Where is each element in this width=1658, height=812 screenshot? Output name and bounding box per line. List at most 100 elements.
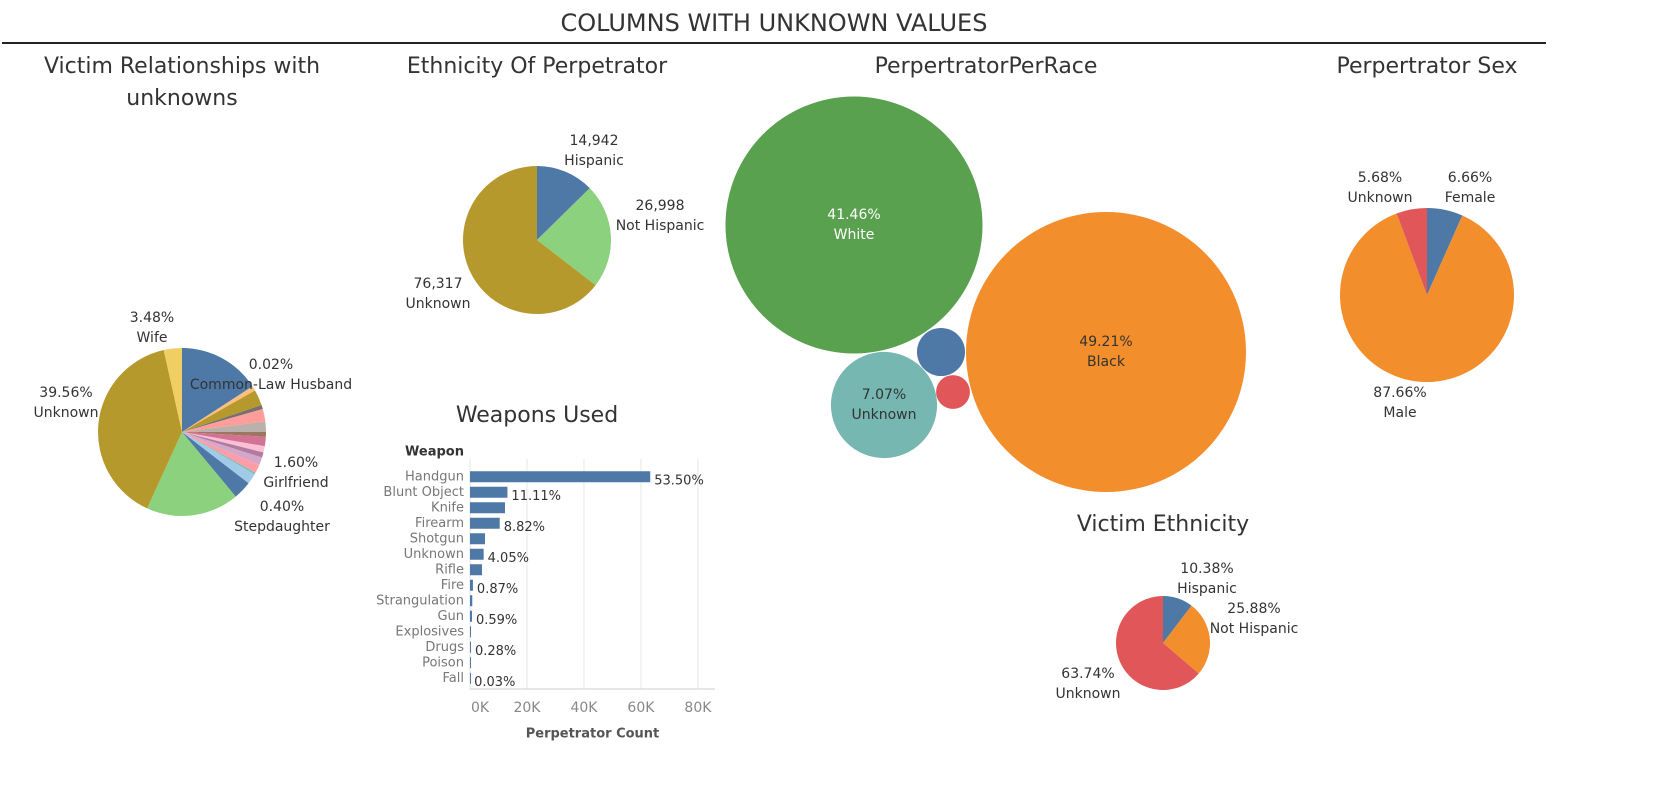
- pie-slice: [1116, 596, 1199, 690]
- pie-slice: [1163, 596, 1192, 643]
- category-label: Wife: [137, 330, 168, 346]
- category-label: Not Hispanic: [616, 218, 705, 234]
- data-label: 5.68%: [1358, 170, 1402, 186]
- data-label: 11.11%: [511, 489, 561, 504]
- bar: [470, 548, 484, 560]
- x-tick-label: 40K: [570, 700, 598, 716]
- data-label: 49.21%: [1079, 334, 1132, 350]
- axis-header: Weapon: [405, 445, 464, 460]
- pie-slice: [182, 432, 249, 497]
- data-label: 26,998: [636, 198, 685, 214]
- category-label: Black: [1087, 354, 1126, 370]
- y-tick-label: Fall: [443, 671, 464, 686]
- chart-title: PerpertratorPerRace: [874, 54, 1098, 79]
- pie-slice: [1396, 208, 1427, 295]
- data-label: 6.66%: [1448, 170, 1492, 186]
- bar: [470, 471, 651, 483]
- pie-slice: [1163, 605, 1210, 674]
- data-label: 1.60%: [274, 455, 318, 471]
- bar: [470, 533, 485, 545]
- category-label: Female: [1445, 190, 1496, 206]
- pie-slice: [1427, 208, 1463, 295]
- pie-slice: [463, 166, 596, 314]
- data-label: 76,317: [414, 276, 463, 292]
- category-label: Unknown: [1056, 686, 1121, 702]
- data-label: 0.87%: [477, 582, 518, 597]
- chart-title: Victim Relationships with unknowns: [43, 54, 321, 111]
- data-label: 10.38%: [1180, 561, 1233, 577]
- pie-slice: [98, 350, 182, 509]
- bar: [470, 610, 472, 622]
- data-label: 0.59%: [476, 613, 517, 628]
- data-label: 53.50%: [654, 473, 704, 488]
- bubble: [966, 212, 1246, 492]
- pie-slice: [182, 390, 262, 432]
- y-tick-label: Fire: [441, 578, 464, 593]
- bar: [470, 486, 508, 498]
- pie-slice: [182, 421, 266, 433]
- x-axis-label: Perpetrator Count: [526, 727, 660, 742]
- category-label: Not Hispanic: [1210, 621, 1299, 637]
- pie-slice: [182, 432, 255, 484]
- pie-slice: [537, 166, 590, 240]
- pie-slice: [182, 432, 263, 466]
- category-label: Unknown: [852, 407, 917, 423]
- pie-slice: [182, 409, 266, 432]
- bubble: [916, 327, 966, 377]
- y-tick-label: Firearm: [415, 516, 464, 531]
- pie-slice: [182, 390, 256, 432]
- bubble: [725, 96, 983, 354]
- category-label: Unknown: [1348, 190, 1413, 206]
- category-label: Unknown: [34, 405, 99, 421]
- bar: [470, 517, 500, 529]
- bar: [470, 595, 473, 607]
- pie-slice: [537, 188, 611, 286]
- x-tick-label: 20K: [513, 700, 541, 716]
- pie-slice: [182, 432, 265, 453]
- category-label: Unknown: [406, 296, 471, 312]
- data-label: 41.46%: [827, 207, 880, 223]
- y-tick-label: Knife: [431, 500, 464, 515]
- category-label: White: [834, 227, 875, 243]
- y-tick-label: Drugs: [425, 640, 464, 655]
- data-label: 0.40%: [260, 499, 304, 515]
- y-tick-label: Gun: [437, 609, 464, 624]
- data-label: 4.05%: [488, 551, 529, 566]
- pie-slice: [182, 432, 256, 475]
- pie-slice: [1340, 213, 1514, 382]
- pie-slice: [182, 404, 263, 432]
- data-label: 87.66%: [1373, 385, 1426, 401]
- y-tick-label: Strangulation: [376, 593, 464, 608]
- y-tick-label: Unknown: [404, 547, 464, 562]
- pie-slice: [147, 432, 236, 517]
- dashboard-title: COLUMNS WITH UNKNOWN VALUES: [2, 4, 1546, 44]
- pie-slice: [182, 432, 266, 447]
- y-tick-label: Blunt Object: [383, 485, 464, 500]
- pie-slice: [182, 348, 253, 432]
- pie-slice: [182, 432, 264, 458]
- data-label: 0.03%: [474, 675, 515, 690]
- bar: [470, 579, 473, 591]
- x-tick-label: 0K: [471, 700, 490, 716]
- data-label: 39.56%: [39, 385, 92, 401]
- x-tick-label: 60K: [627, 700, 655, 716]
- bar: [470, 641, 471, 653]
- bubble: [830, 351, 938, 459]
- pie-slice: [182, 432, 266, 437]
- data-label: 0.28%: [475, 644, 516, 659]
- category-label: Girlfriend: [263, 475, 328, 491]
- bar: [470, 502, 505, 514]
- bar: [470, 672, 471, 684]
- data-label: 25.88%: [1227, 601, 1280, 617]
- data-label: 63.74%: [1061, 666, 1114, 682]
- data-label: 8.82%: [504, 520, 545, 535]
- bubble: [936, 375, 970, 409]
- chart-title: Perpertrator Sex: [1336, 54, 1518, 79]
- y-tick-label: Rifle: [435, 562, 464, 577]
- category-label: Common-Law Husband: [190, 377, 352, 393]
- chart-title: Victim Ethnicity: [1076, 512, 1250, 537]
- x-tick-label: 80K: [684, 700, 712, 716]
- category-label: Hispanic: [1177, 581, 1237, 597]
- category-label: Hispanic: [564, 153, 624, 169]
